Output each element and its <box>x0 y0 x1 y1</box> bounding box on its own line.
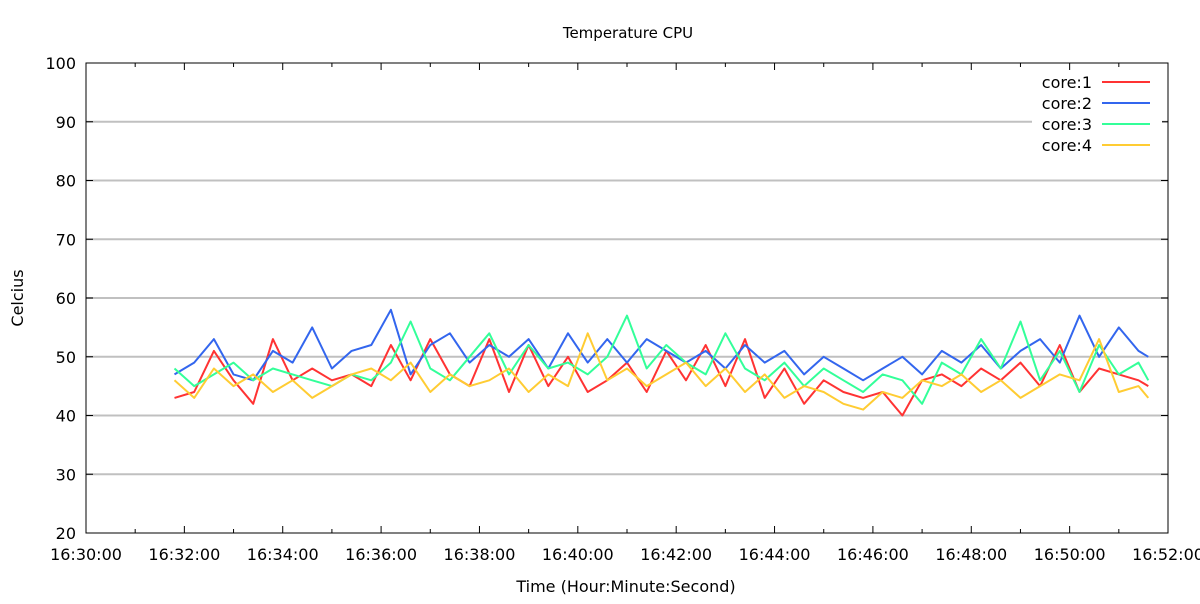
x-tick-label: 16:38:00 <box>444 545 516 564</box>
axis-ticks: 20 30 40 50 60 70 80 90 100 16:30:00 16:32:00 16:34… <box>45 54 1200 564</box>
x-tick-label: 16:40:00 <box>542 545 614 564</box>
x-tick-label: 16:30:00 <box>50 545 122 564</box>
x-axis-title: Time (Hour:Minute:Second) <box>515 577 735 596</box>
y-tick-label: 70 <box>56 230 76 249</box>
x-tick-label: 16:48:00 <box>935 545 1007 564</box>
x-tick-label: 16:32:00 <box>148 545 220 564</box>
legend-label: core:1 <box>1042 73 1092 92</box>
chart-title: Temperature CPU <box>562 24 693 42</box>
x-tick-label: 16:52:00 <box>1132 545 1200 564</box>
series-lines <box>173 308 1150 417</box>
series-line-core-4 <box>173 332 1150 411</box>
y-tick-label: 60 <box>56 289 76 308</box>
y-tick-label: 50 <box>56 348 76 367</box>
legend-background <box>1032 70 1162 156</box>
y-axis-title: Celcius <box>8 269 27 326</box>
x-tick-label: 16:36:00 <box>345 545 417 564</box>
y-tick-label: 30 <box>56 465 76 484</box>
legend: core:1 core:2 core:3 core:4 <box>1032 70 1162 156</box>
legend-label: core:2 <box>1042 94 1092 113</box>
y-tick-label: 90 <box>56 113 76 132</box>
grid-lines <box>86 120 1168 476</box>
legend-label: core:4 <box>1042 136 1092 155</box>
legend-label: core:3 <box>1042 115 1092 134</box>
x-tick-label: 16:46:00 <box>837 545 909 564</box>
x-tick-label: 16:34:00 <box>247 545 319 564</box>
y-tick-label: 80 <box>56 172 76 191</box>
y-tick-label: 40 <box>56 407 76 426</box>
y-tick-label: 100 <box>45 54 76 73</box>
x-tick-label: 16:50:00 <box>1034 545 1106 564</box>
series-line-core-2 <box>173 308 1149 382</box>
x-tick-label: 16:42:00 <box>640 545 712 564</box>
y-tick-label: 20 <box>56 524 76 543</box>
x-tick-label: 16:44:00 <box>739 545 811 564</box>
